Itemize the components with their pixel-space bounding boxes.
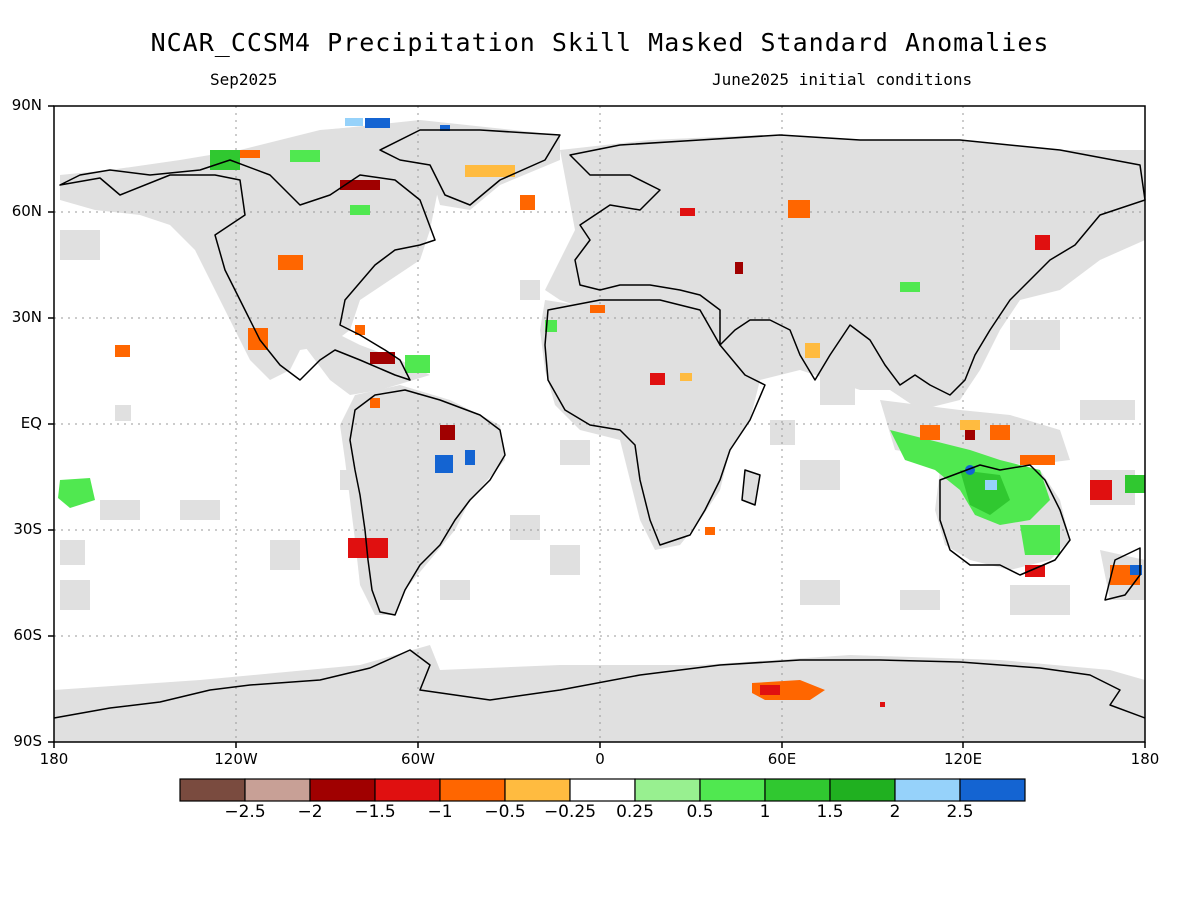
anomaly-patches [58,118,1145,707]
colorbar-label: 0.25 [616,802,654,822]
colorbar-swatch [829,778,896,802]
colorbar-label: 2.5 [946,802,974,822]
colorbar-label: −0.25 [543,802,597,822]
valid-month: Sep2025 [210,70,278,89]
colorbar-swatch [374,778,441,802]
lon-label-120w: 120W [214,750,258,768]
colorbar-label: 1 [759,802,771,822]
lat-label-eq: EQ [20,414,42,432]
colorbar-swatch [179,778,246,802]
colorbar-label: 0.5 [686,802,714,822]
lon-label-0: 0 [595,750,605,768]
lat-label-60n: 60N [11,202,42,220]
colorbar-label: 1.5 [816,802,844,822]
colorbar-swatch [634,778,701,802]
lon-label-60w: 60W [401,750,435,768]
colorbar-swatch [504,778,571,802]
lat-label-30s: 30S [13,520,42,538]
colorbar-label: −0.5 [484,802,526,822]
colorbar-swatch [959,778,1026,802]
colorbar-label: −1 [427,802,453,822]
colorbar-label: −2 [297,802,323,822]
colorbar-swatch [699,778,766,802]
colorbar-swatch [439,778,506,802]
coastlines [53,129,1146,719]
lon-label-60e: 60E [767,750,797,768]
lon-label-180e: 180 [1130,750,1160,768]
map-title: NCAR_CCSM4 Precipitation Skill Masked St… [150,28,1050,57]
lat-label-60s: 60S [13,626,42,644]
colorbar [179,778,1026,802]
colorbar-swatch [894,778,961,802]
axis-ticks [48,105,1146,748]
map-panel [48,105,1146,748]
colorbar-label: −2.5 [224,802,266,822]
colorbar-label: −1.5 [354,802,396,822]
lon-label-120e: 120E [943,750,983,768]
lat-label-90n: 90N [11,96,42,114]
colorbar-swatch [764,778,831,802]
colorbar-label: 2 [889,802,901,822]
colorbar-swatch [569,778,636,802]
initial-conditions: June2025 initial conditions [712,70,973,89]
colorbar-swatch [244,778,311,802]
colorbar-swatch [309,778,376,802]
lat-label-90s: 90S [13,732,42,750]
lon-label-180w: 180 [39,750,69,768]
lat-label-30n: 30N [11,308,42,326]
